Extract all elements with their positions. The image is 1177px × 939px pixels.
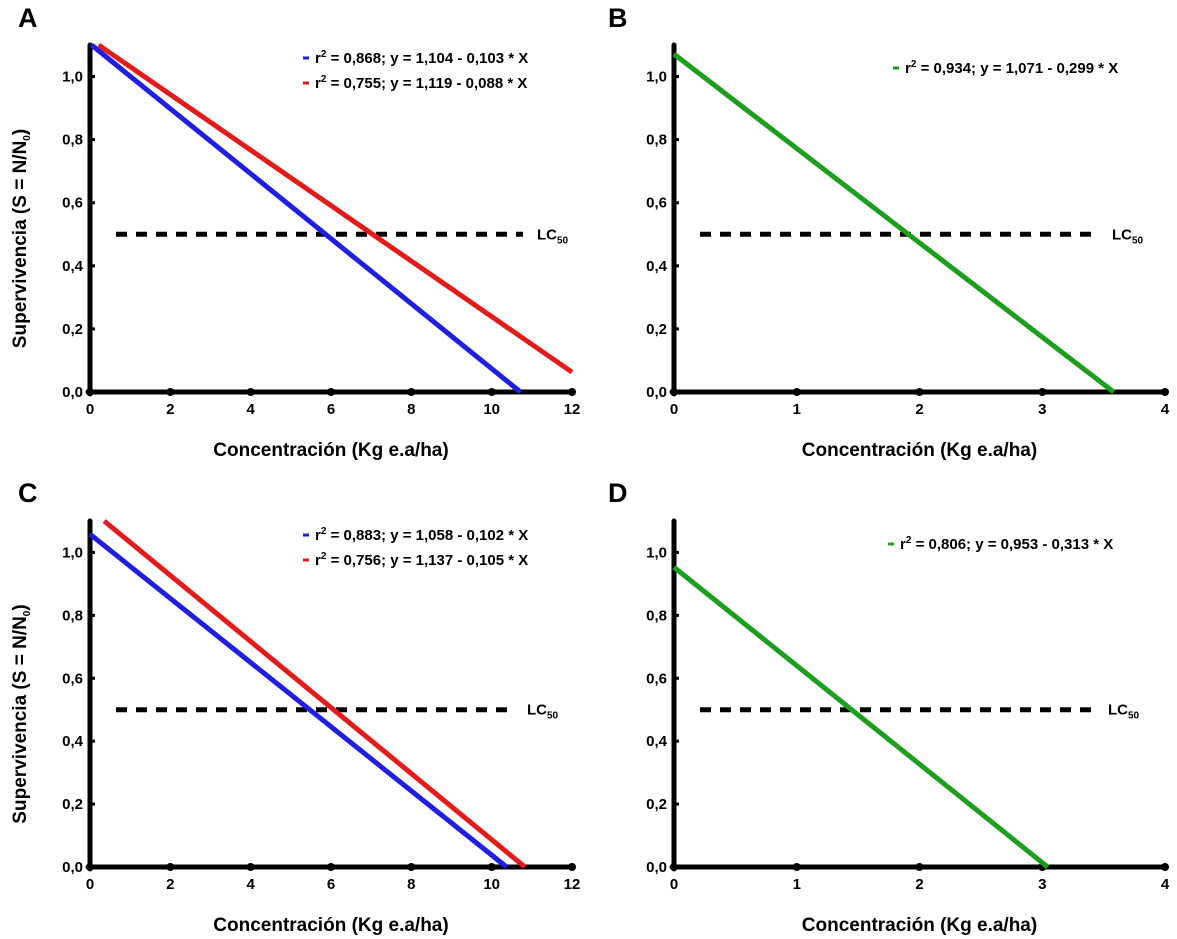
legend-entry: r2 = 0,868; y = 1,104 - 0,103 * X	[315, 49, 528, 67]
x-tick-mark	[487, 863, 496, 871]
x-tick-label: 3	[1038, 876, 1046, 893]
y-tick-label: 1,0	[62, 69, 83, 86]
x-tick-label: 2	[166, 876, 174, 893]
y-tick-label: 0,6	[62, 670, 83, 687]
x-tick-label: 2	[166, 401, 174, 418]
x-tick-mark	[407, 863, 416, 871]
x-tick-label: 10	[483, 876, 500, 893]
y-tick-label: 1,0	[646, 69, 667, 86]
series-line	[672, 52, 1116, 394]
y-tick-label: 1,0	[62, 544, 83, 561]
x-tick-label: 4	[1161, 876, 1170, 893]
y-tick-label: 0,6	[62, 195, 83, 212]
y-tick-label: 0,8	[646, 607, 667, 624]
y-tick-label: 0,4	[646, 258, 668, 275]
x-tick-mark	[792, 863, 801, 871]
x-tick-label: 4	[246, 876, 255, 893]
panel-d: D 0 1 2 3 4 0,0 0,2 0,4 0,6 0,8 1,0 Concentración (K…	[608, 478, 1170, 936]
legend-entry: r2 = 0,934; y = 1,071 - 0,299 * X	[905, 59, 1118, 77]
x-tick-mark	[246, 863, 255, 871]
x-tick-mark	[166, 388, 175, 396]
x-tick-label: 2	[915, 401, 923, 418]
x-tick-mark	[166, 863, 175, 871]
x-tick-label: 0	[86, 401, 94, 418]
x-axis-label: Concentración (Kg e.a/ha)	[802, 915, 1037, 936]
x-tick-mark	[1038, 388, 1047, 396]
x-tick-mark	[568, 388, 576, 396]
x-tick-label: 12	[564, 401, 581, 418]
x-tick-label: 0	[670, 876, 678, 893]
x-tick-label: 3	[1038, 401, 1046, 418]
y-axis-label: Supervivencia (S = N/N0)	[10, 604, 33, 823]
x-tick-label: 4	[1161, 401, 1170, 418]
x-tick-label: 12	[564, 876, 581, 893]
series-line	[97, 42, 574, 375]
legend-entry: r2 = 0,756; y = 1,137 - 0,105 * X	[315, 551, 528, 569]
x-tick-label: 6	[327, 401, 335, 418]
series-line	[89, 43, 523, 394]
y-tick-label: 0,0	[646, 859, 667, 876]
x-tick-label: 1	[793, 401, 801, 418]
x-tick-label: 8	[407, 876, 415, 893]
y-axis-label: Supervivencia (S = N/N0)	[10, 129, 33, 348]
lc50-label: LC50	[1112, 226, 1144, 246]
x-tick-label: 0	[670, 401, 678, 418]
lc50-label: LC50	[527, 702, 559, 722]
y-tick-label: 0,0	[62, 859, 83, 876]
panel-b: B 0 1 2 3 4 0,0 0,2 0,4 0,6 0,8 1,0 Concentración (K…	[608, 3, 1170, 461]
x-tick-label: 6	[327, 876, 335, 893]
series-line	[88, 532, 509, 869]
x-tick-label: 4	[246, 401, 255, 418]
lc50-label: LC50	[1108, 702, 1140, 722]
y-tick-label: 0,4	[62, 733, 84, 750]
y-tick-label: 0,0	[646, 384, 667, 401]
y-tick-label: 0,2	[62, 321, 83, 338]
x-tick-mark	[487, 388, 496, 396]
y-tick-label: 0,6	[646, 670, 667, 687]
x-tick-mark	[792, 388, 801, 396]
lc50-label: LC50	[537, 226, 569, 246]
x-tick-mark	[327, 863, 335, 871]
panel-c: C 0 2 4 6 8 10 12 0,0 0,2 0,4 0,6 0,8 1,0 Concentració…	[10, 478, 580, 936]
legend-entry: r2 = 0,755; y = 1,119 - 0,088 * X	[315, 74, 527, 92]
x-tick-label: 0	[86, 876, 94, 893]
x-tick-mark	[915, 388, 924, 396]
x-axis-label: Concentración (Kg e.a/ha)	[213, 915, 448, 936]
panel-a: A 0 2 4 6 8 10 12 0,0 0,2 0,4 0,6 0,8 1,0 Concentració…	[10, 3, 580, 461]
legend-entry: r2 = 0,883; y = 1,058 - 0,102 * X	[315, 526, 528, 544]
y-tick-label: 0,8	[646, 132, 667, 149]
x-axis-label: Concentración (Kg e.a/ha)	[213, 440, 448, 461]
x-tick-label: 1	[793, 876, 801, 893]
y-tick-label: 1,0	[646, 544, 667, 561]
panel-letter: D	[608, 478, 628, 508]
panel-letter: B	[608, 3, 628, 33]
x-tick-mark	[1161, 388, 1169, 396]
y-tick-label: 0,4	[62, 258, 84, 275]
panel-letter: A	[18, 3, 38, 33]
series-line	[672, 565, 1050, 869]
x-axis-label: Concentración (Kg e.a/ha)	[802, 440, 1037, 461]
y-tick-label: 0,6	[646, 195, 667, 212]
y-tick-label: 0,2	[62, 796, 83, 813]
x-tick-mark	[568, 863, 576, 871]
x-tick-label: 2	[915, 876, 923, 893]
legend-entry: r2 = 0,806; y = 0,953 - 0,313 * X	[900, 535, 1113, 553]
x-tick-mark	[407, 388, 416, 396]
y-tick-label: 0,8	[62, 607, 83, 624]
panel-letter: C	[18, 478, 38, 508]
x-tick-mark	[915, 863, 924, 871]
y-tick-label: 0,2	[646, 796, 667, 813]
y-tick-label: 0,4	[646, 733, 668, 750]
x-tick-mark	[1161, 863, 1169, 871]
x-tick-mark	[246, 388, 255, 396]
x-tick-mark	[327, 388, 335, 396]
x-tick-label: 8	[407, 401, 415, 418]
y-tick-label: 0,8	[62, 132, 83, 149]
y-tick-label: 0,0	[62, 384, 83, 401]
series-line	[102, 519, 527, 869]
x-tick-label: 10	[483, 401, 500, 418]
y-tick-label: 0,2	[646, 321, 667, 338]
